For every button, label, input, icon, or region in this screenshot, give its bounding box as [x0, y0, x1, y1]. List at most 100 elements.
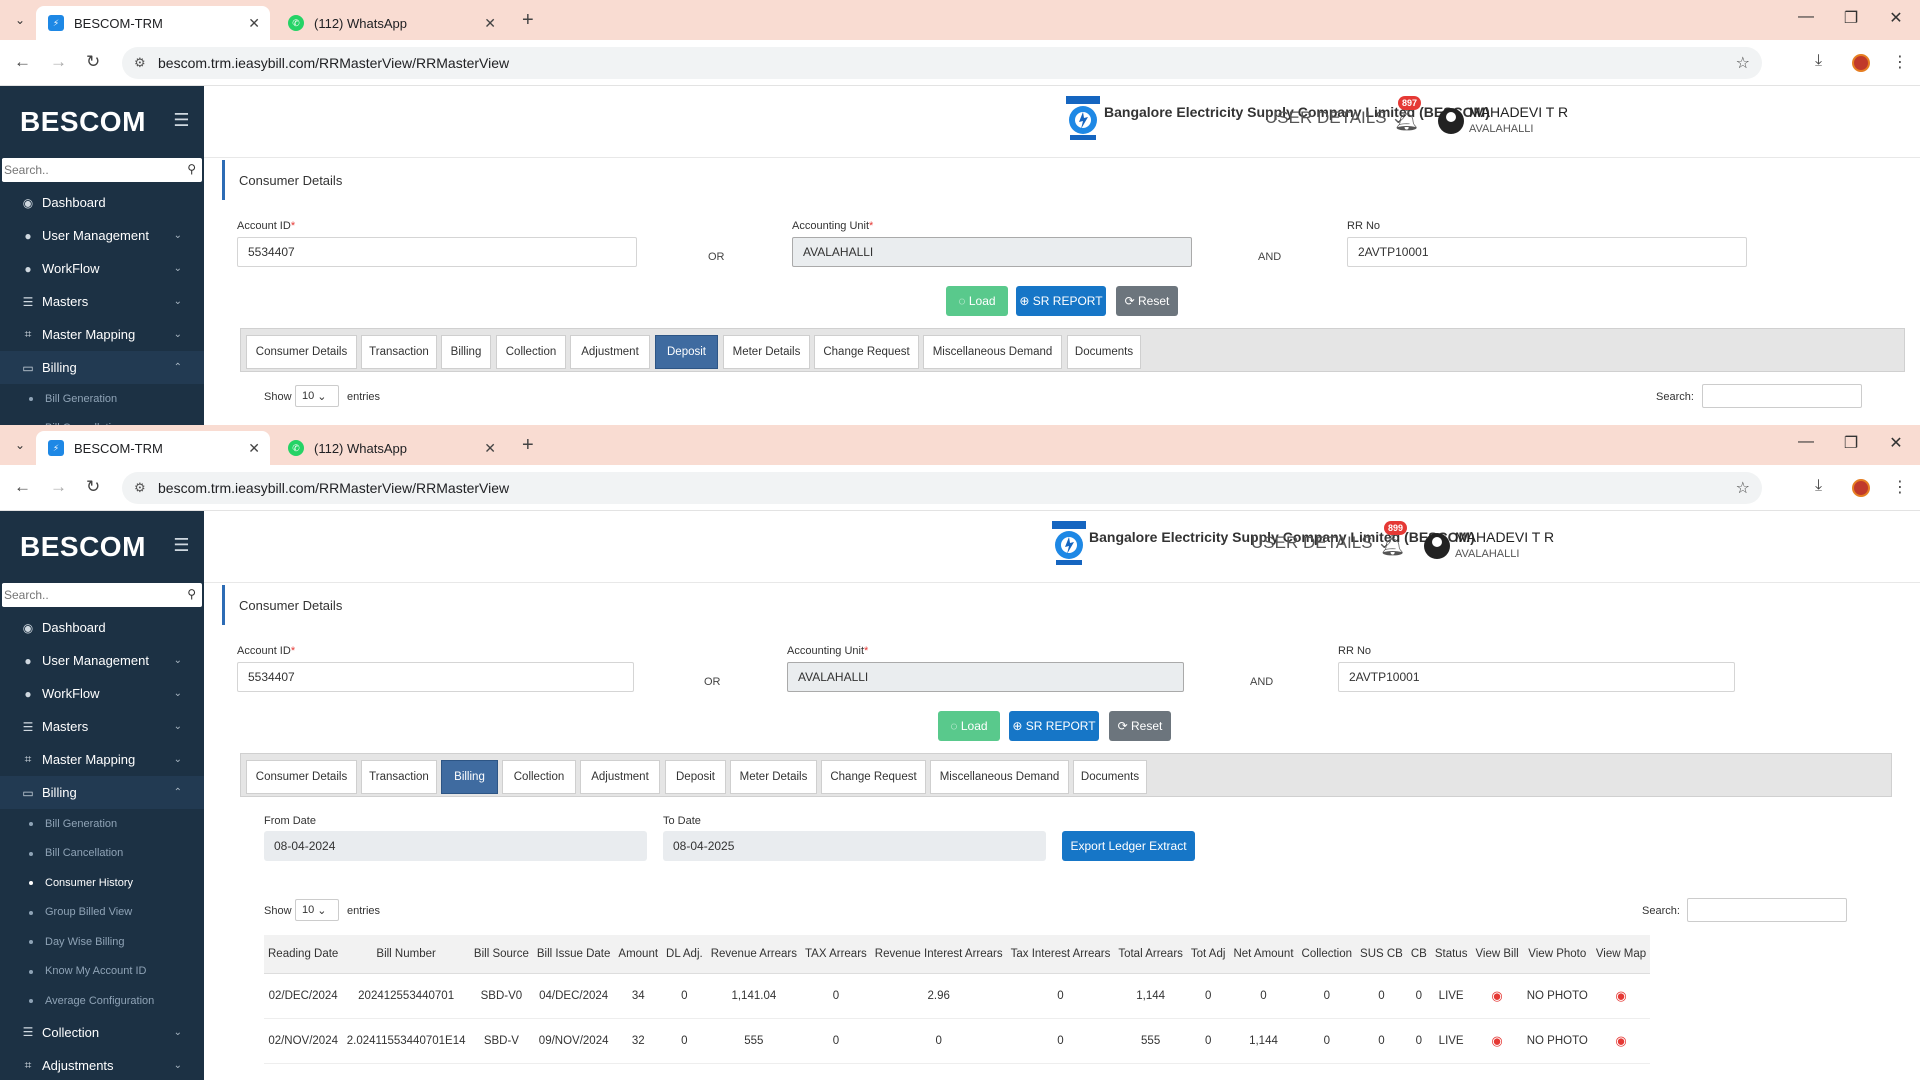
entries-select[interactable]: 10 ⌄: [295, 899, 339, 921]
column-header[interactable]: DL Adj.: [662, 935, 707, 974]
rr-no-input[interactable]: 2AVTP10001: [1347, 237, 1747, 267]
nav-masters[interactable]: ☰ Masters ⌄: [0, 285, 204, 318]
sub-average-configuration[interactable]: Average Configuration: [0, 986, 204, 1016]
nav-billing[interactable]: ▭ Billing ⌃: [0, 776, 204, 809]
tab-transaction[interactable]: Transaction: [361, 760, 437, 794]
column-header[interactable]: View Bill: [1471, 935, 1523, 974]
tab-consumer-details[interactable]: Consumer Details: [246, 335, 357, 369]
column-header[interactable]: Revenue Interest Arrears: [870, 935, 1007, 974]
table-cell[interactable]: ◉: [1591, 1063, 1651, 1080]
sub-consumer-history[interactable]: Consumer History: [0, 868, 204, 898]
accounting-unit-select[interactable]: AVALAHALLI: [792, 237, 1192, 267]
tab-collection[interactable]: Collection: [502, 760, 576, 794]
sub-bill-generation[interactable]: Bill Generation: [0, 809, 204, 839]
search-icon[interactable]: ⚲: [187, 587, 196, 601]
sr-report-button[interactable]: ⊕ SR REPORT: [1009, 711, 1099, 741]
sub-know-my-account-id[interactable]: Know My Account ID: [0, 957, 204, 987]
tab-consumer-details[interactable]: Consumer Details: [246, 760, 357, 794]
column-header[interactable]: Tot Adj: [1186, 935, 1230, 974]
eye-icon[interactable]: ◉: [1491, 987, 1503, 1003]
sub-bill-generation[interactable]: Bill Generation: [0, 384, 204, 414]
tab-change-request[interactable]: Change Request: [814, 335, 919, 369]
profile-avatar-icon[interactable]: [1852, 479, 1870, 497]
browser-tab-whatsapp[interactable]: ✆ (112) WhatsApp ✕: [276, 6, 506, 40]
bookmark-star-icon[interactable]: ☆: [1735, 55, 1750, 72]
table-cell[interactable]: ◉: [1591, 1018, 1651, 1064]
nav-dashboard[interactable]: ◉ Dashboard: [0, 186, 204, 219]
tab-search-dropdown[interactable]: ⌄: [14, 13, 26, 27]
menu-kebab-icon[interactable]: ⋮: [1892, 54, 1908, 71]
nav-user-management[interactable]: ● User Management ⌄: [0, 644, 204, 677]
column-header[interactable]: Bill Issue Date: [532, 935, 615, 974]
reload-icon[interactable]: ↻: [86, 477, 101, 496]
bell-icon[interactable]: 🔔︎: [1394, 110, 1420, 132]
sidebar-search-input[interactable]: [2, 584, 172, 606]
new-tab-icon[interactable]: +: [522, 434, 534, 456]
table-search-input[interactable]: [1687, 898, 1847, 922]
load-button[interactable]: ◌ Load: [938, 711, 1000, 741]
avatar[interactable]: [1438, 108, 1464, 134]
profile-avatar-icon[interactable]: [1852, 54, 1870, 72]
tab-documents[interactable]: Documents: [1067, 335, 1141, 369]
back-icon[interactable]: ←: [14, 52, 31, 71]
accounting-unit-select[interactable]: AVALAHALLI: [787, 662, 1184, 692]
close-window-icon[interactable]: ✕: [1889, 435, 1903, 452]
sub-bill-cancellation[interactable]: Bill Cancellation: [0, 839, 204, 869]
export-ledger-button[interactable]: Export Ledger Extract: [1062, 831, 1195, 861]
reset-button[interactable]: ⟳ Reset: [1116, 286, 1178, 316]
column-header[interactable]: TAX Arrears: [801, 935, 871, 974]
column-header[interactable]: CB: [1406, 935, 1431, 974]
download-icon[interactable]: ⤓: [1815, 52, 1823, 69]
column-header[interactable]: Bill Number: [342, 935, 470, 974]
table-search-input[interactable]: [1702, 384, 1862, 408]
tab-miscellaneous-demand[interactable]: Miscellaneous Demand: [930, 760, 1069, 794]
column-header[interactable]: Status: [1430, 935, 1472, 974]
nav-billing[interactable]: ▭ Billing ⌃: [0, 351, 204, 384]
table-cell[interactable]: ◉: [1471, 1063, 1523, 1080]
eye-icon[interactable]: ◉: [1491, 1078, 1502, 1080]
tab-transaction[interactable]: Transaction: [361, 335, 437, 369]
restore-icon[interactable]: ❐: [1843, 435, 1859, 452]
column-header[interactable]: Reading Date: [264, 935, 343, 974]
tab-miscellaneous-demand[interactable]: Miscellaneous Demand: [923, 335, 1062, 369]
close-tab-icon[interactable]: ✕: [484, 14, 496, 31]
eye-icon[interactable]: ◉: [1615, 987, 1627, 1003]
sidebar-search[interactable]: ⚲: [2, 583, 202, 607]
reset-button[interactable]: ⟳ Reset: [1109, 711, 1171, 741]
tab-billing[interactable]: Billing: [441, 760, 498, 794]
column-header[interactable]: Amount: [614, 935, 663, 974]
sr-report-button[interactable]: ⊕ SR REPORT: [1016, 286, 1106, 316]
tab-billing[interactable]: Billing: [441, 335, 491, 369]
hamburger-icon[interactable]: ☰: [173, 110, 190, 130]
tab-adjustment[interactable]: Adjustment: [580, 760, 660, 794]
nav-master-mapping[interactable]: ⌗ Master Mapping ⌄: [0, 743, 204, 776]
column-header[interactable]: Tax Interest Arrears: [1006, 935, 1115, 974]
tab-adjustment[interactable]: Adjustment: [570, 335, 650, 369]
forward-icon[interactable]: →: [50, 477, 67, 496]
sub-group-billed-view[interactable]: Group Billed View: [0, 898, 204, 928]
eye-icon[interactable]: ◉: [1615, 1032, 1627, 1048]
table-cell[interactable]: ◉: [1471, 1018, 1523, 1064]
column-header[interactable]: Bill Source: [469, 935, 533, 974]
column-header[interactable]: Net Amount: [1229, 935, 1298, 974]
close-tab-icon[interactable]: ✕: [248, 14, 260, 31]
account-id-input[interactable]: 5534407: [237, 662, 634, 692]
close-tab-icon[interactable]: ✕: [484, 439, 496, 456]
back-icon[interactable]: ←: [14, 477, 31, 496]
sidebar-search[interactable]: ⚲: [2, 158, 202, 182]
tab-meter-details[interactable]: Meter Details: [730, 760, 817, 794]
tab-meter-details[interactable]: Meter Details: [723, 335, 810, 369]
user-details-menu[interactable]: USER DETAILS ⌄: [1251, 533, 1392, 553]
close-tab-icon[interactable]: ✕: [248, 439, 260, 456]
url-omnibox[interactable]: ⚙ bescom.trm.ieasybill.com/RRMasterView/…: [122, 472, 1762, 504]
column-header[interactable]: View Photo: [1522, 935, 1592, 974]
nav-master-mapping[interactable]: ⌗ Master Mapping ⌄: [0, 318, 204, 351]
search-icon[interactable]: ⚲: [187, 162, 196, 176]
nav-dashboard[interactable]: ◉ Dashboard: [0, 611, 204, 644]
tab-deposit[interactable]: Deposit: [665, 760, 726, 794]
nav-masters[interactable]: ☰ Masters ⌄: [0, 710, 204, 743]
eye-icon[interactable]: ◉: [1491, 1032, 1503, 1048]
browser-tab-whatsapp[interactable]: ✆ (112) WhatsApp ✕: [276, 431, 506, 465]
menu-kebab-icon[interactable]: ⋮: [1892, 479, 1908, 496]
tab-deposit[interactable]: Deposit: [655, 335, 718, 369]
